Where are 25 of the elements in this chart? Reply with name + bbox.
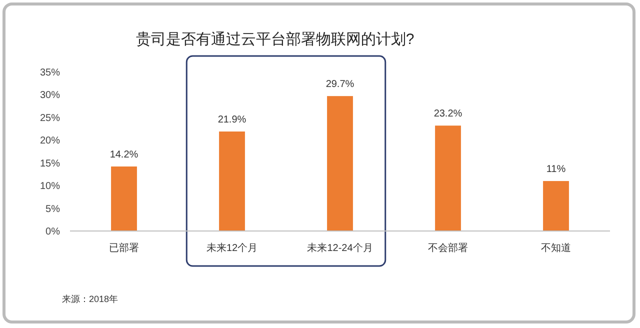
chart-title: 贵司是否有通过云平台部署物联网的计划? (136, 31, 414, 48)
bar (327, 96, 353, 231)
y-tick-label: 5% (46, 204, 60, 215)
y-tick-label: 25% (40, 112, 60, 124)
x-tick-label: 未来12个月 (206, 242, 258, 254)
y-tick-label: 35% (40, 68, 60, 78)
x-tick-label: 不会部署 (428, 242, 468, 254)
data-label: 14.2% (110, 149, 138, 160)
y-tick-label: 20% (40, 136, 60, 147)
x-tick-label: 不知道 (541, 242, 571, 254)
bar (543, 181, 569, 231)
data-label: 11% (546, 164, 566, 176)
data-label: 29.7% (326, 79, 354, 90)
y-tick-label: 10% (40, 181, 60, 192)
x-tick-label: 未来12-24个月 (307, 242, 373, 254)
y-tick-label: 15% (40, 158, 60, 170)
bar (111, 166, 137, 231)
data-label: 21.9% (218, 114, 246, 126)
y-tick-label: 0% (46, 226, 60, 238)
data-label: 23.2% (434, 108, 462, 120)
x-tick-label: 已部署 (109, 242, 139, 254)
source-note: 来源：2018年 (62, 294, 118, 304)
y-tick-label: 30% (40, 90, 60, 102)
bar (435, 126, 461, 231)
bar (219, 132, 245, 231)
